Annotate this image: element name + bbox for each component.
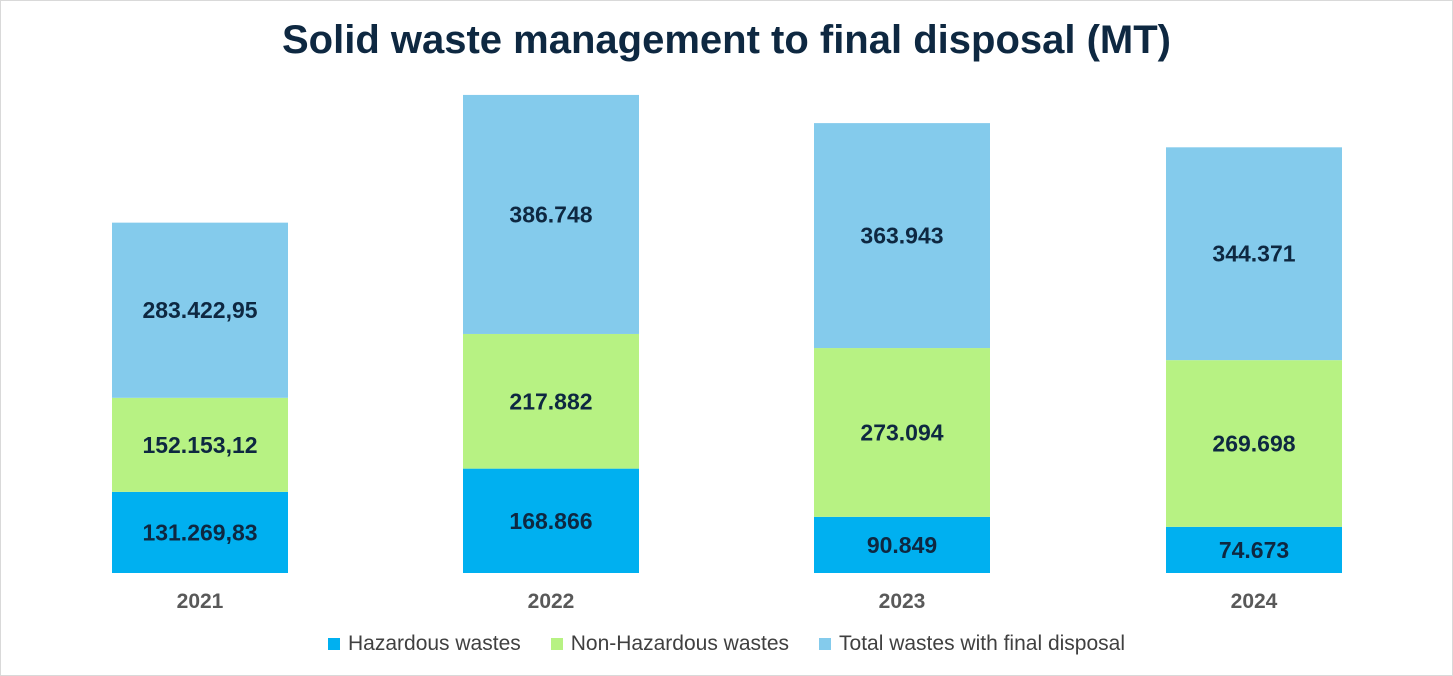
legend-swatch-2 [819, 638, 832, 650]
data-label-2023-series-1: 273.094 [860, 419, 943, 445]
x-tick-label-2023: 2023 [879, 590, 926, 613]
x-axis-ticks: 2021 2022 2023 2024 [177, 590, 1278, 613]
legend-label-1: Non-Hazardous wastes [570, 632, 790, 655]
legend-swatch-1 [550, 638, 563, 650]
legend: Hazardous wastes Non-Hazardous wastes Tota… [0, 632, 1453, 656]
data-label-2023-series-2: 363.943 [860, 223, 943, 249]
data-label-2021-series-2: 283.422,95 [142, 297, 257, 323]
data-label-2022-series-0: 168.866 [509, 508, 592, 534]
chart-title: Solid waste management to final disposal… [281, 18, 1171, 62]
bar-2022-series-2 [463, 94, 639, 334]
bar-2023-series-1 [814, 348, 990, 517]
x-tick-label-2024: 2024 [1231, 590, 1278, 613]
legend-item-1: Non-Hazardous wastes [550, 632, 790, 656]
data-label-2022-series-1: 217.882 [509, 388, 592, 414]
bar-2021-series-0 [112, 491, 288, 573]
legend-item-0: Hazardous wastes [328, 632, 521, 656]
data-label-2024-series-0: 74.673 [1219, 537, 1289, 563]
bar-2021-series-2 [112, 222, 288, 398]
bar-2024-series-0 [1166, 526, 1342, 573]
bar-2023-series-0 [814, 516, 990, 573]
data-label-2021-series-1: 152.153,12 [142, 432, 257, 458]
data-label-2024-series-1: 269.698 [1212, 431, 1295, 457]
data-label-2024-series-2: 344.371 [1212, 241, 1295, 267]
bars-layer [112, 94, 1342, 573]
x-tick-label-2021: 2021 [177, 590, 224, 613]
legend-label-2: Total wastes with final disposal [839, 632, 1125, 655]
bar-2024-series-2 [1166, 147, 1342, 361]
legend-swatch-0 [328, 638, 340, 650]
bar-2022-series-1 [463, 333, 639, 469]
legend-item-2: Total wastes with final disposal [819, 632, 1125, 656]
bar-2023-series-2 [814, 123, 990, 349]
data-label-2022-series-2: 386.748 [509, 201, 592, 227]
value-labels-layer: 131.269,83 152.153,12 283.422,95 168.866 217… [142, 201, 1295, 562]
bar-2021-series-1 [112, 397, 288, 492]
data-label-2021-series-0: 131.269,83 [142, 519, 257, 545]
x-tick-label-2022: 2022 [528, 590, 575, 613]
data-label-2023-series-0: 90.849 [867, 532, 937, 558]
legend-label-0: Hazardous wastes [348, 632, 521, 655]
bar-2022-series-0 [463, 468, 639, 573]
bar-2024-series-1 [1166, 360, 1342, 527]
